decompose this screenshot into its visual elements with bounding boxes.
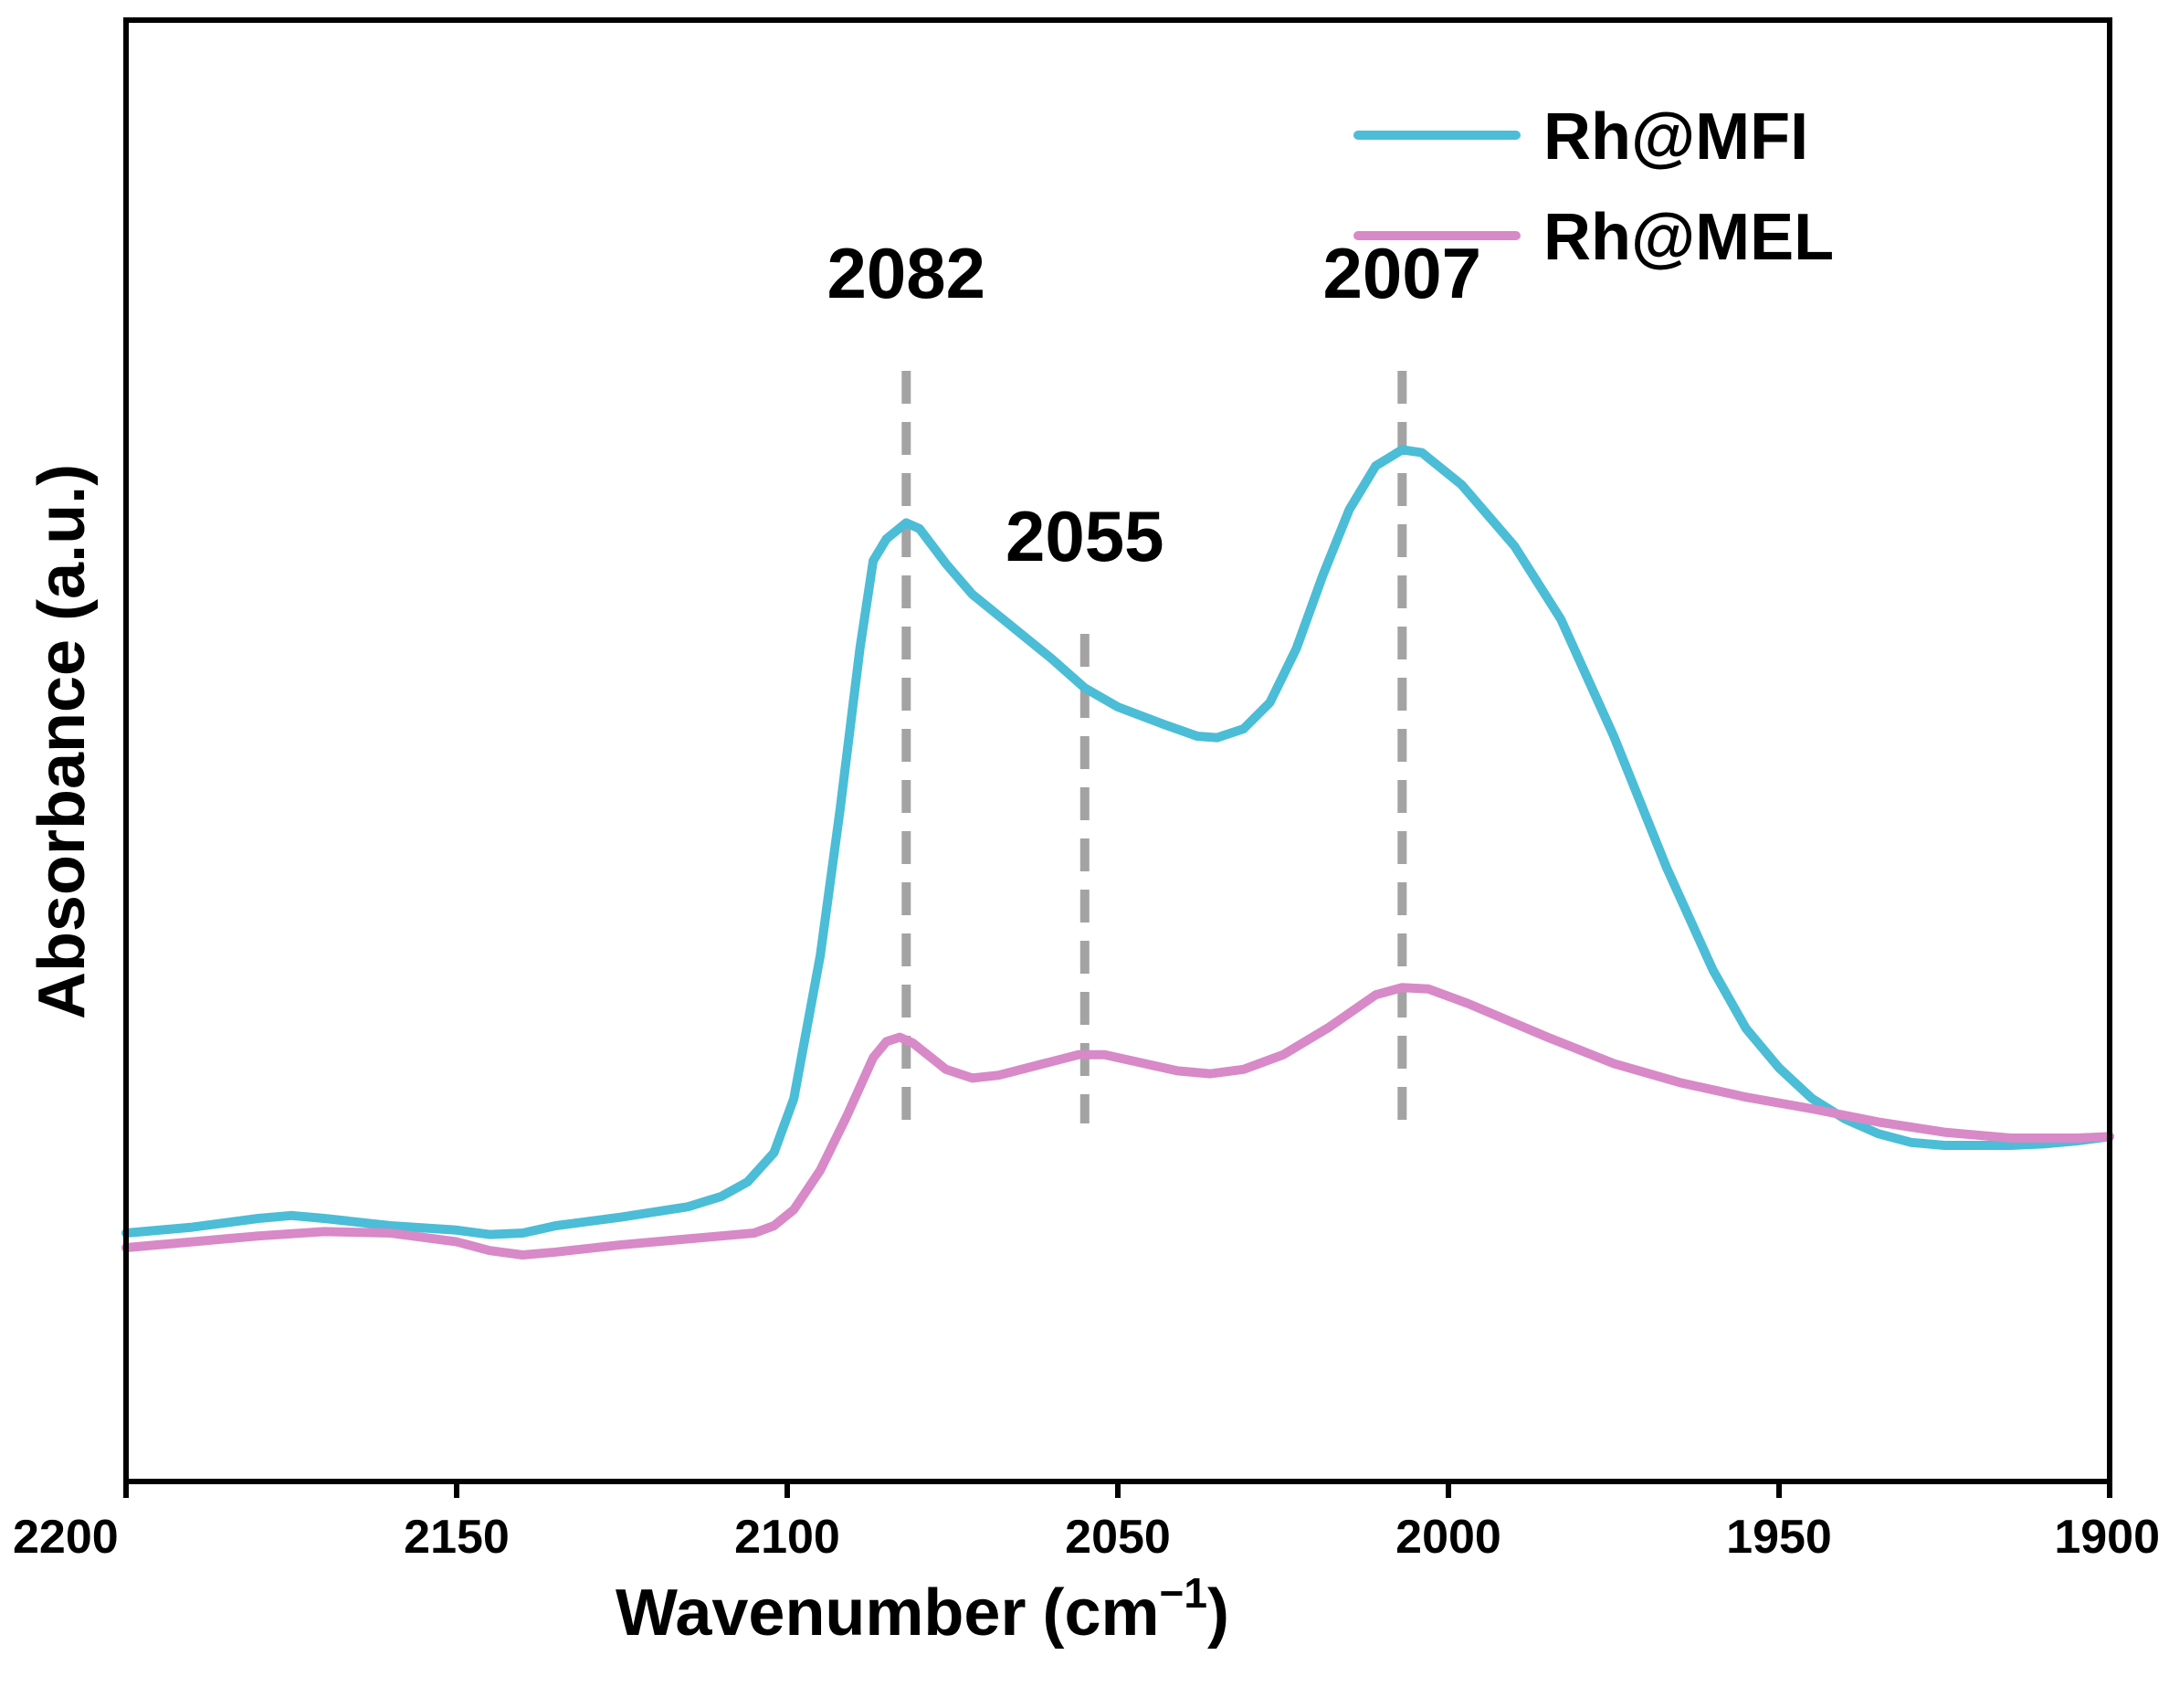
peak-label-2055: 2055	[1006, 496, 1164, 576]
legend: Rh@MFI Rh@MEL	[1353, 100, 1834, 274]
x-axis-unit-exponent: −1	[1160, 1569, 1207, 1617]
x-tick-label-2150: 2150	[404, 1511, 510, 1564]
series-line-rh-mfi	[121, 445, 2114, 1239]
x-axis-unit-base: (cm	[1042, 1576, 1159, 1650]
y-axis-title: Absorbance (a.u.)	[26, 464, 99, 1019]
legend-label-rh-mfi: Rh@MFI	[1543, 100, 1808, 174]
legend-label-rh-mel: Rh@MEL	[1543, 201, 1834, 274]
x-tick-label-1950: 1950	[1726, 1511, 1832, 1564]
peak-annotations: 2082 2055 2007	[827, 233, 1482, 1123]
x-axis-ticks: 2200 2150 2100 2050 2000 1950 1900	[13, 1481, 2160, 1564]
x-axis-unit-close: )	[1207, 1576, 1229, 1650]
x-axis-title-text: Wavenumber	[616, 1576, 1026, 1650]
x-tick-label-2000: 2000	[1395, 1511, 1501, 1564]
x-tick-label-2100: 2100	[734, 1511, 840, 1564]
x-axis-title: Wavenumber (cm−1)	[616, 1569, 1229, 1650]
series-line-rh-mel	[121, 983, 2114, 1260]
x-tick-label-1900: 1900	[2054, 1511, 2160, 1564]
peak-label-2007: 2007	[1323, 233, 1482, 313]
series-lines	[121, 445, 2114, 1260]
peak-label-2082: 2082	[827, 233, 986, 313]
x-tick-label-2200: 2200	[13, 1511, 119, 1564]
x-tick-label-2050: 2050	[1065, 1511, 1171, 1564]
